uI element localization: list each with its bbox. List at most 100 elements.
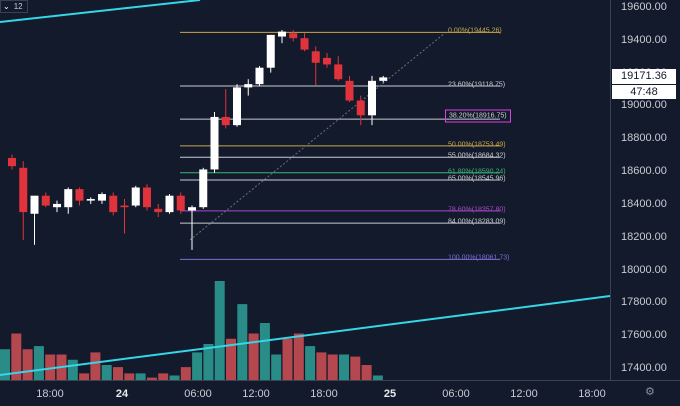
fib-level-label: 50.00%(18753.49) — [448, 141, 506, 149]
chart-area[interactable]: 0.00%(19445.26) 23.60%(19118.75) 38.20%(18… — [0, 0, 610, 380]
candle — [323, 52, 331, 68]
candle-body — [154, 208, 163, 213]
candle-body — [30, 195, 39, 214]
candle-body — [176, 195, 185, 211]
candle — [379, 75, 388, 83]
candle — [109, 192, 118, 216]
candle-body — [64, 189, 73, 208]
fib-level-label: 78.60%(18357.80) — [448, 206, 506, 214]
candle — [266, 34, 275, 73]
volume-bar — [101, 365, 112, 380]
volume-bar — [135, 373, 146, 380]
volume-bar — [90, 352, 101, 380]
fib-level-label: 65.00%(18545.96) — [448, 175, 506, 183]
volume-bar — [11, 333, 22, 380]
candle-body — [188, 207, 196, 211]
time-tick-label: 18:00 — [310, 388, 338, 400]
volume-bar — [22, 349, 33, 380]
volume-bar — [316, 352, 327, 380]
volume-bar — [214, 281, 225, 380]
time-tick-label: 12:00 — [510, 388, 538, 400]
fib-trendline[interactable] — [189, 32, 446, 241]
candle-body — [8, 157, 16, 167]
volume-bar — [327, 354, 338, 380]
candle-body — [345, 80, 354, 101]
candle — [278, 29, 286, 44]
candle-body — [244, 84, 253, 88]
price-tick-label: 17800.00 — [621, 296, 667, 309]
candle-body — [98, 194, 106, 201]
volume-bar — [180, 367, 191, 380]
time-axis[interactable]: 18:00 24 06:00 12:00 18:00 25 06:00 12:00 18:00 … — [0, 380, 680, 406]
candle-body — [109, 195, 118, 213]
volume-bar — [113, 367, 123, 380]
candle-body — [199, 169, 208, 208]
price-tick-label: 19000.00 — [621, 99, 667, 112]
candle — [165, 194, 174, 214]
volume-bar — [305, 346, 316, 380]
candle-body — [165, 195, 174, 213]
time-tick-label: 12:00 — [242, 388, 270, 400]
candle — [19, 161, 28, 241]
candle-body — [221, 116, 230, 126]
candle-body — [368, 80, 376, 116]
candle-body — [120, 205, 129, 208]
candle — [233, 84, 241, 127]
candle — [64, 187, 73, 214]
candle-body — [278, 31, 286, 37]
fib-level-label: 61.80%(18590.24) — [448, 168, 506, 176]
candle-body — [379, 77, 388, 81]
volume-bar — [79, 373, 90, 380]
gear-icon[interactable]: ⚙ — [645, 386, 655, 398]
candle-body — [19, 167, 28, 213]
time-tick-label: 18:00 — [36, 388, 64, 400]
volume-bar — [45, 354, 56, 380]
candle-body — [143, 187, 151, 208]
volume-bar — [192, 352, 203, 380]
time-tick-label: 06:00 — [184, 388, 212, 400]
candle — [41, 192, 50, 208]
candle — [334, 56, 343, 81]
time-tick-label: 24 — [115, 388, 129, 400]
volume-bar — [248, 333, 259, 380]
candle — [356, 95, 365, 126]
candle-body — [356, 100, 365, 116]
candles — [8, 29, 388, 250]
trendline-bottom[interactable] — [0, 295, 610, 376]
chevron-down-icon[interactable]: ⌄ — [3, 2, 10, 11]
price-tick-label: 18000.00 — [621, 263, 667, 276]
candle-body — [75, 189, 84, 201]
fib-level-label: 84.00%(18283.09) — [448, 218, 506, 226]
candle-body — [233, 87, 241, 126]
candle-body — [53, 203, 61, 208]
volume-bars — [0, 281, 383, 380]
candle-body — [311, 51, 320, 63]
price-tick-label: 18800.00 — [621, 132, 667, 145]
trendline-top[interactable] — [0, 0, 201, 23]
candle-body — [255, 67, 264, 85]
time-tick-label: 06:00 — [442, 388, 470, 400]
volume-bar — [259, 323, 270, 380]
candle — [176, 192, 185, 214]
price-chart[interactable] — [0, 0, 610, 380]
volume-bar — [146, 377, 157, 380]
interval-badge[interactable]: ⌄ 12 — [0, 0, 28, 13]
candle — [311, 46, 320, 86]
candle-body — [86, 198, 95, 201]
volume-bar — [271, 354, 282, 380]
candle — [98, 192, 106, 204]
candle — [221, 89, 230, 129]
volume-bar — [0, 349, 10, 380]
price-tick-label: 19400.00 — [621, 33, 667, 46]
candle-body — [266, 34, 275, 68]
volume-bar — [372, 375, 383, 380]
volume-bar — [158, 373, 169, 380]
candle-body — [210, 116, 219, 170]
candle — [120, 198, 129, 234]
fib-level-label: 0.00%(19445.26) — [448, 27, 502, 35]
volume-bar — [67, 359, 78, 380]
price-axis[interactable]: 19600.0019400.0019200.0019000.0018800.00… — [610, 0, 680, 380]
volume-bar — [33, 346, 44, 380]
candle-body — [289, 33, 298, 39]
candle — [8, 154, 16, 170]
